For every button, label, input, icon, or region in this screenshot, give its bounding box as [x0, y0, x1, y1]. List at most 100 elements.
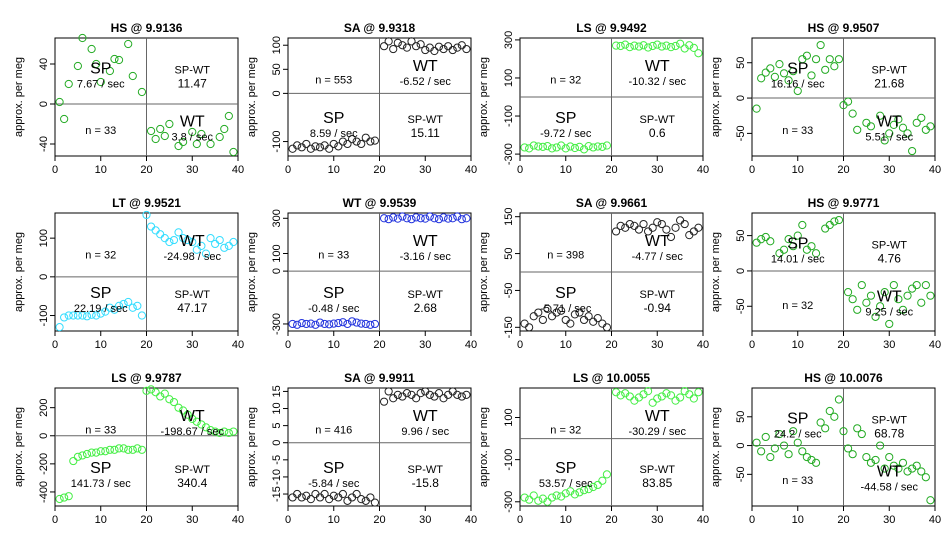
y-tick-label: -400 [38, 481, 50, 503]
y-axis-label: approx. per meg [710, 57, 722, 137]
data-point [402, 43, 412, 52]
y-tick-label: -300 [503, 143, 515, 165]
data-point [169, 397, 179, 407]
spwt-label: SP-WT [872, 239, 908, 251]
data-point [552, 143, 561, 152]
data-point [811, 55, 821, 64]
data-point [566, 319, 575, 328]
data-point [64, 492, 73, 501]
y-axis-label: approx. per meg [246, 57, 258, 137]
wt-rate: -44.58 / sec [861, 482, 919, 494]
sp-rate: 16.16 / sec [771, 78, 825, 90]
data-point [389, 44, 398, 54]
data-point [529, 491, 538, 500]
x-tick-label: 10 [792, 339, 804, 351]
data-point [793, 438, 802, 447]
y-tick-label: -200 [38, 453, 50, 475]
wt-label: WT [645, 408, 670, 425]
x-tick-label: 0 [517, 514, 523, 526]
x-tick-label: 40 [232, 164, 244, 176]
data-point [903, 291, 912, 300]
data-point [898, 305, 908, 314]
sp-rate: 53.57 / sec [539, 478, 593, 490]
y-tick-label: 0 [735, 268, 747, 274]
y-tick-label: -10 [271, 469, 283, 485]
data-point [789, 67, 798, 76]
x-tick-label: 0 [52, 339, 58, 351]
data-point [73, 311, 82, 320]
data-point [834, 215, 844, 225]
data-point [462, 214, 471, 223]
data-point [775, 60, 784, 69]
data-point [416, 389, 425, 398]
sp-label: SP [555, 460, 576, 477]
data-point [602, 141, 612, 150]
data-point [662, 225, 671, 234]
data-point [156, 392, 165, 401]
x-tick-label: 40 [232, 339, 244, 351]
y-tick-label: -50 [735, 466, 747, 482]
data-point [589, 143, 598, 152]
data-point [425, 390, 434, 399]
y-tick-label: 10 [271, 402, 283, 414]
data-point [293, 320, 302, 329]
data-point [625, 43, 634, 52]
data-point [302, 139, 311, 149]
data-point [876, 302, 885, 311]
data-point [802, 452, 812, 462]
data-point [366, 320, 375, 329]
wt-rate: 3.8 / sec [171, 132, 213, 144]
sp-label: SP [555, 285, 576, 302]
data-point [393, 390, 402, 399]
data-point [338, 137, 347, 146]
data-point [552, 308, 561, 317]
n-count: n = 33 [85, 424, 116, 436]
data-point [770, 72, 779, 81]
data-point [570, 310, 580, 319]
data-point [133, 444, 142, 453]
data-point [119, 444, 128, 453]
data-point [78, 33, 87, 43]
y-axis-label: approx. per meg [710, 407, 722, 487]
n-count: n = 33 [782, 475, 813, 487]
data-point [538, 142, 547, 151]
chart-title: HS @ 9.9771 [808, 196, 880, 210]
data-point [73, 61, 82, 71]
data-point [160, 131, 169, 141]
data-point [402, 214, 412, 223]
x-tick-label: 20 [373, 339, 385, 351]
subplot-3: LS @ 9.9492 0 10 20 30 40 -300 -100 100 300 approx… [478, 21, 709, 176]
data-point [315, 318, 325, 327]
data-point [825, 55, 834, 64]
data-point [843, 97, 853, 106]
spwt-value: 21.68 [874, 76, 904, 90]
data-point [862, 452, 871, 462]
data-point [834, 55, 844, 64]
x-tick-label: 30 [419, 339, 431, 351]
x-tick-label: 30 [651, 514, 663, 526]
data-point [557, 141, 566, 150]
y-axis-label: approx. per meg [478, 57, 490, 137]
data-point [552, 491, 561, 500]
data-point [82, 312, 92, 321]
data-point [830, 217, 839, 226]
data-point [579, 486, 589, 495]
data-point [917, 113, 926, 122]
data-point [288, 319, 297, 329]
data-point [416, 40, 425, 49]
data-point [64, 79, 73, 89]
subplot-4: HS @ 9.9507 0 10 20 30 40 -50 0 50 approx. per me… [710, 21, 941, 176]
data-point [105, 303, 115, 312]
x-tick-label: 20 [605, 164, 617, 176]
spwt-label: SP-WT [175, 289, 211, 301]
data-point [834, 395, 844, 404]
data-point [370, 319, 380, 329]
data-point [602, 470, 612, 479]
data-point [616, 221, 625, 231]
data-point [462, 390, 471, 399]
data-point [584, 312, 593, 321]
data-point [871, 455, 880, 465]
data-point [547, 493, 557, 502]
data-point [908, 464, 917, 473]
